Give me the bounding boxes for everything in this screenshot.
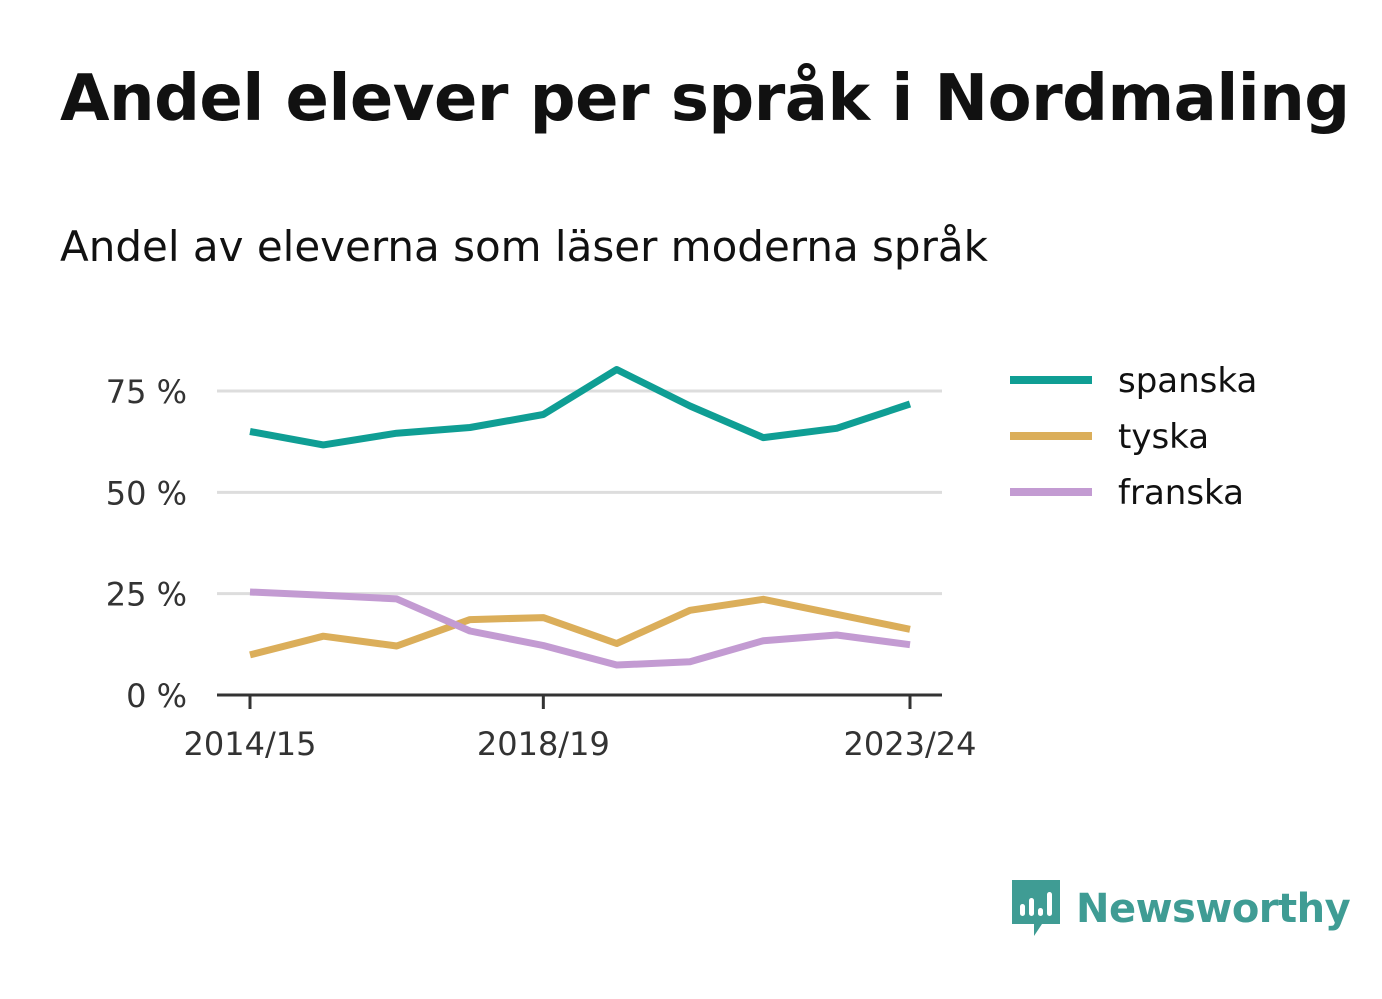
series-line-spanska bbox=[249, 366, 912, 449]
axes: 0 % 25 % 50 % 75 % 2014/15 2018/19 2023/24 bbox=[106, 373, 977, 763]
x-tick-label: 2014/15 bbox=[184, 725, 317, 763]
brand-name: Newsworthy bbox=[1076, 886, 1351, 932]
legend: spanska tyska franska bbox=[1010, 361, 1257, 513]
y-tick-label: 0 % bbox=[126, 677, 187, 715]
legend-label-tyska: tyska bbox=[1118, 417, 1209, 457]
x-tick-label: 2018/19 bbox=[477, 725, 610, 763]
y-tick-label: 25 % bbox=[106, 576, 187, 614]
chart-subtitle: Andel av eleverna som läser moderna språ… bbox=[60, 222, 988, 271]
y-tick-label: 50 % bbox=[106, 474, 187, 512]
grid-lines bbox=[217, 389, 942, 596]
y-tick-label: 75 % bbox=[106, 373, 187, 411]
legend-label-spanska: spanska bbox=[1118, 361, 1257, 401]
legend-label-franska: franska bbox=[1118, 473, 1244, 513]
series-line-tyska bbox=[249, 595, 911, 659]
series-line-franska bbox=[249, 588, 911, 669]
chart-title: Andel elever per språk i Nordmaling bbox=[60, 62, 1350, 136]
newsworthy-logo-icon bbox=[1012, 880, 1060, 936]
x-tick-label: 2023/24 bbox=[844, 725, 977, 763]
series-lines bbox=[249, 366, 912, 669]
newsworthy-logo: Newsworthy bbox=[1010, 878, 1351, 940]
